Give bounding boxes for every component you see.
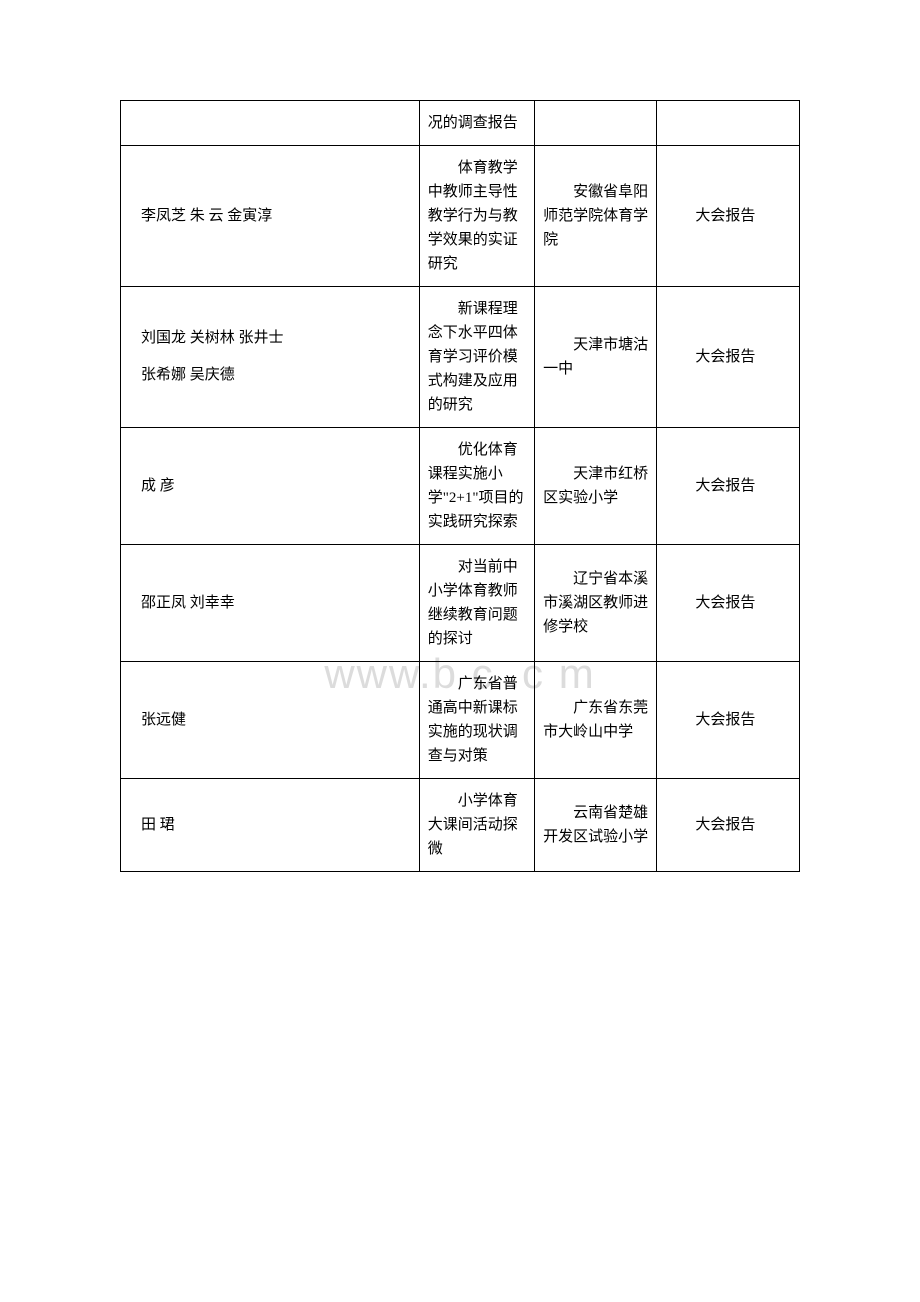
cell-authors xyxy=(121,101,420,146)
cell-authors: 张远健 xyxy=(121,662,420,779)
cell-authors: 李凤芝 朱 云 金寅淳 xyxy=(121,146,420,287)
table-row: 李凤芝 朱 云 金寅淳 体育教学中教师主导性教学行为与教学效果的实证研究 安徽省… xyxy=(121,146,800,287)
cell-authors: 刘国龙 关树林 张井士 张希娜 吴庆德 xyxy=(121,287,420,428)
cell-title: 优化体育课程实施小学"2+1"项目的实践研究探索 xyxy=(419,428,534,545)
table-row: 邵正凤 刘幸幸 对当前中小学体育教师继续教育问题的探讨 辽宁省本溪市溪湖区教师进… xyxy=(121,545,800,662)
cell-authors: 邵正凤 刘幸幸 xyxy=(121,545,420,662)
table-row: 成 彦 优化体育课程实施小学"2+1"项目的实践研究探索 天津市红桥区实验小学 … xyxy=(121,428,800,545)
cell-title: 体育教学中教师主导性教学行为与教学效果的实证研究 xyxy=(419,146,534,287)
cell-type: 大会报告 xyxy=(657,779,800,872)
page-wrapper: www.b c .c m 况的调查报告 李凤芝 朱 云 金寅淳 体育教学中教师主… xyxy=(0,0,920,932)
cell-title: 广东省普通高中新课标实施的现状调查与对策 xyxy=(419,662,534,779)
table-row: 况的调查报告 xyxy=(121,101,800,146)
cell-org xyxy=(535,101,657,146)
cell-authors: 成 彦 xyxy=(121,428,420,545)
cell-org: 云南省楚雄开发区试验小学 xyxy=(535,779,657,872)
cell-title: 小学体育大课间活动探微 xyxy=(419,779,534,872)
data-table: 况的调查报告 李凤芝 朱 云 金寅淳 体育教学中教师主导性教学行为与教学效果的实… xyxy=(120,100,800,872)
cell-org: 辽宁省本溪市溪湖区教师进修学校 xyxy=(535,545,657,662)
cell-title: 况的调查报告 xyxy=(419,101,534,146)
cell-type: 大会报告 xyxy=(657,662,800,779)
cell-org: 天津市塘沽一中 xyxy=(535,287,657,428)
cell-type: 大会报告 xyxy=(657,287,800,428)
cell-org: 安徽省阜阳师范学院体育学院 xyxy=(535,146,657,287)
table-row: 田 珺 小学体育大课间活动探微 云南省楚雄开发区试验小学 大会报告 xyxy=(121,779,800,872)
cell-type: 大会报告 xyxy=(657,428,800,545)
cell-type: 大会报告 xyxy=(657,545,800,662)
cell-type xyxy=(657,101,800,146)
table-row: 张远健 广东省普通高中新课标实施的现状调查与对策 广东省东莞市大岭山中学 大会报… xyxy=(121,662,800,779)
cell-org: 广东省东莞市大岭山中学 xyxy=(535,662,657,779)
cell-title: 新课程理念下水平四体育学习评价模式构建及应用的研究 xyxy=(419,287,534,428)
table-body: 况的调查报告 李凤芝 朱 云 金寅淳 体育教学中教师主导性教学行为与教学效果的实… xyxy=(121,101,800,872)
cell-org: 天津市红桥区实验小学 xyxy=(535,428,657,545)
table-row: 刘国龙 关树林 张井士 张希娜 吴庆德 新课程理念下水平四体育学习评价模式构建及… xyxy=(121,287,800,428)
cell-title: 对当前中小学体育教师继续教育问题的探讨 xyxy=(419,545,534,662)
page-container: 况的调查报告 李凤芝 朱 云 金寅淳 体育教学中教师主导性教学行为与教学效果的实… xyxy=(0,0,920,932)
cell-authors: 田 珺 xyxy=(121,779,420,872)
cell-type: 大会报告 xyxy=(657,146,800,287)
